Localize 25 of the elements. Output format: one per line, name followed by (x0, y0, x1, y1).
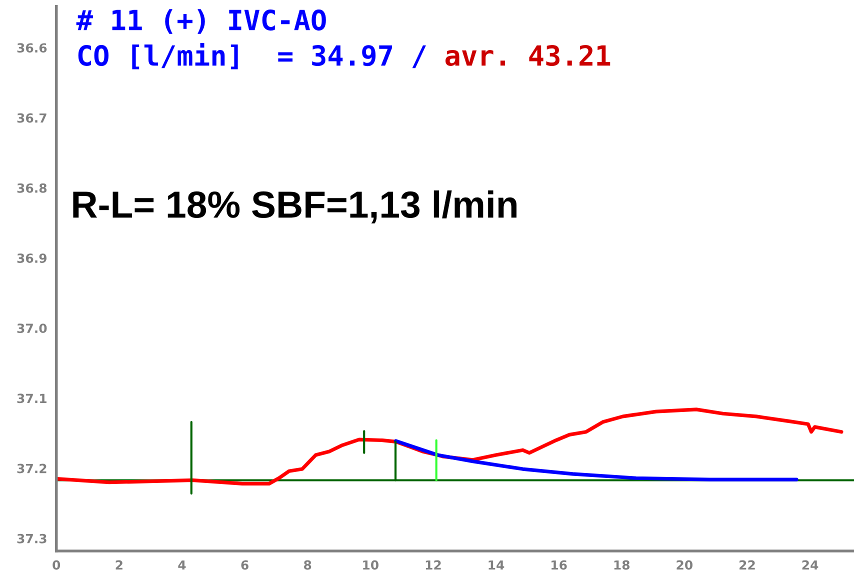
x-tick-label: 24 (802, 560, 818, 570)
y-tick-label: 36.7 (17, 113, 46, 123)
y-tick-label: 36.8 (17, 183, 47, 193)
x-tick-label: 18 (614, 560, 630, 570)
x-tick-label: 0 (52, 560, 60, 570)
x-tick-label: 22 (740, 560, 755, 570)
x-tick-label: 6 (241, 560, 248, 570)
annotation: R-L= 18% SBF=1,13 l/min (73, 190, 516, 224)
x-tick-label: 10 (363, 560, 378, 570)
x-tick-label: 4 (178, 560, 186, 570)
x-tick-label: 20 (676, 560, 693, 570)
x-tick-label: 14 (488, 560, 504, 570)
chart-title: # 11 (+) IVC-AO (76, 9, 326, 34)
y-tick-label: 37.0 (17, 324, 47, 334)
y-tick-label: 36.9 (17, 253, 47, 263)
x-tick-label: 16 (552, 560, 567, 570)
x-tick-label: 12 (426, 560, 441, 570)
y-tick-label: 36.6 (17, 43, 47, 53)
y-tick-label: 37.1 (17, 394, 46, 404)
text: CO [l/min] = 34.97 / (78, 43, 426, 70)
y-tick-label: 37.2 (17, 464, 46, 474)
x-tick-label: 8 (304, 560, 312, 570)
annotation: avr. 43.21 (445, 44, 610, 66)
x-tick-label: 2 (116, 560, 122, 570)
y-tick-label: 37.3 (17, 534, 46, 544)
